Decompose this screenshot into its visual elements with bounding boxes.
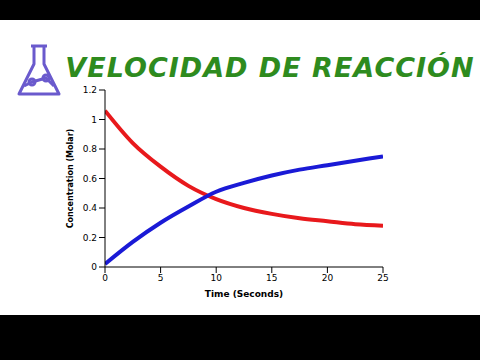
html-text:VELOCIDAD DE REACCIÓN: VELOCIDAD DE REACCIÓN	[65, 52, 475, 83]
svg-text:1: 1	[91, 115, 97, 125]
svg-text:1.2: 1.2	[83, 85, 97, 95]
svg-text:0.6: 0.6	[83, 174, 98, 184]
svg-text:0: 0	[91, 262, 97, 272]
svg-text:0.8: 0.8	[83, 144, 98, 154]
svg-text:20: 20	[322, 273, 334, 283]
svg-text:25: 25	[377, 273, 388, 283]
svg-text:15: 15	[266, 273, 277, 283]
svg-text:0: 0	[102, 273, 108, 283]
svg-text:0.2: 0.2	[83, 233, 97, 243]
svg-text:0.4: 0.4	[83, 203, 98, 213]
svg-text:10: 10	[210, 273, 222, 283]
svg-text:Time (Seconds): Time (Seconds)	[205, 289, 283, 299]
svg-text:5: 5	[158, 273, 164, 283]
svg-text:Concentration (Molar): Concentration (Molar)	[66, 129, 75, 229]
